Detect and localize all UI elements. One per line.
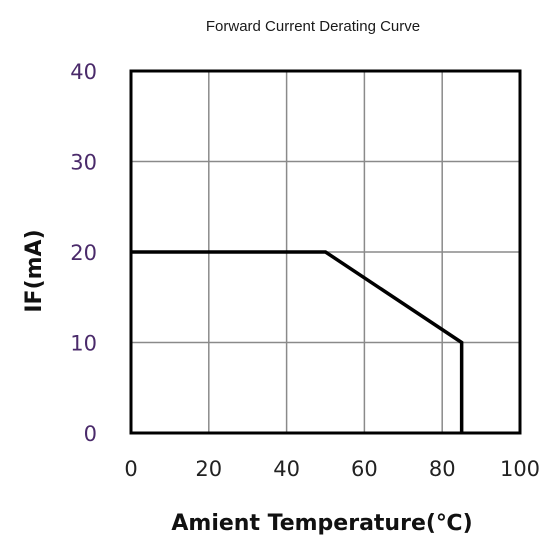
x-tick-label: 20 xyxy=(195,457,222,481)
x-tick-label: 0 xyxy=(124,457,137,481)
y-tick-label: 40 xyxy=(70,60,97,84)
x-tick-label: 100 xyxy=(500,457,540,481)
y-tick-label: 10 xyxy=(70,332,97,356)
x-tick-label: 60 xyxy=(351,457,378,481)
x-tick-label: 80 xyxy=(429,457,456,481)
derating-curve-line xyxy=(131,250,464,433)
x-axis-label: Amient Temperature(℃) xyxy=(171,511,472,536)
chart-title: Forward Current Derating Curve xyxy=(206,18,420,35)
y-tick-label: 30 xyxy=(70,151,97,175)
x-tick-labels: 0 20 40 60 80 100 xyxy=(124,457,540,481)
y-tick-label: 0 xyxy=(84,422,97,446)
y-axis-label: IF(mA) xyxy=(22,229,47,312)
y-tick-labels: 0 10 20 30 40 xyxy=(70,60,97,446)
x-tick-label: 40 xyxy=(273,457,300,481)
y-tick-label: 20 xyxy=(70,241,97,265)
